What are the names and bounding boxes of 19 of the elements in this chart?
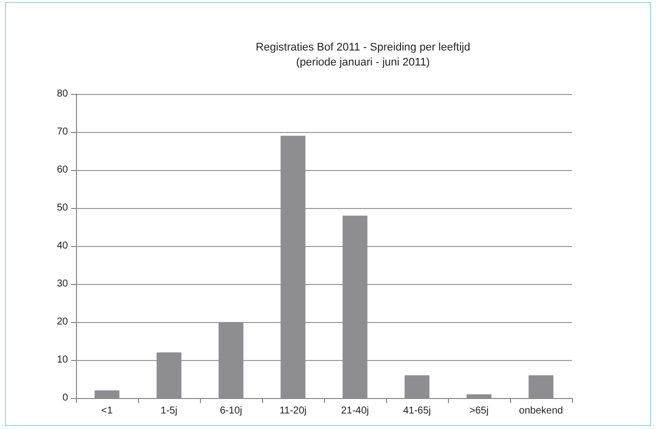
x-tick-label: 1-5j bbox=[160, 406, 178, 416]
x-tick-label: 41-65j bbox=[403, 406, 431, 416]
x-tick-label: 6-10j bbox=[220, 406, 242, 416]
y-tick-label: 30 bbox=[56, 278, 68, 290]
chart-subtitle: (periode januari - juni 2011) bbox=[296, 56, 430, 68]
y-tick-label: 80 bbox=[56, 88, 68, 100]
y-tick-label: 40 bbox=[56, 240, 68, 252]
y-tick-label: 0 bbox=[62, 392, 68, 404]
x-tick-label: 11-20j bbox=[279, 406, 307, 416]
y-tick-label: 70 bbox=[56, 126, 68, 138]
x-tick-label: onbekend bbox=[519, 406, 563, 416]
x-tick-label: 21-40j bbox=[341, 406, 369, 416]
y-tick-label: 60 bbox=[56, 164, 68, 176]
y-tick-label: 20 bbox=[56, 316, 68, 328]
x-tick-label: <1 bbox=[101, 406, 114, 416]
y-tick-label: 50 bbox=[56, 202, 68, 214]
y-tick-label: 10 bbox=[56, 354, 68, 366]
x-tick-label: >65j bbox=[469, 406, 489, 416]
chart-title: Registraties Bof 2011 - Spreiding per leeftijd bbox=[256, 42, 470, 54]
